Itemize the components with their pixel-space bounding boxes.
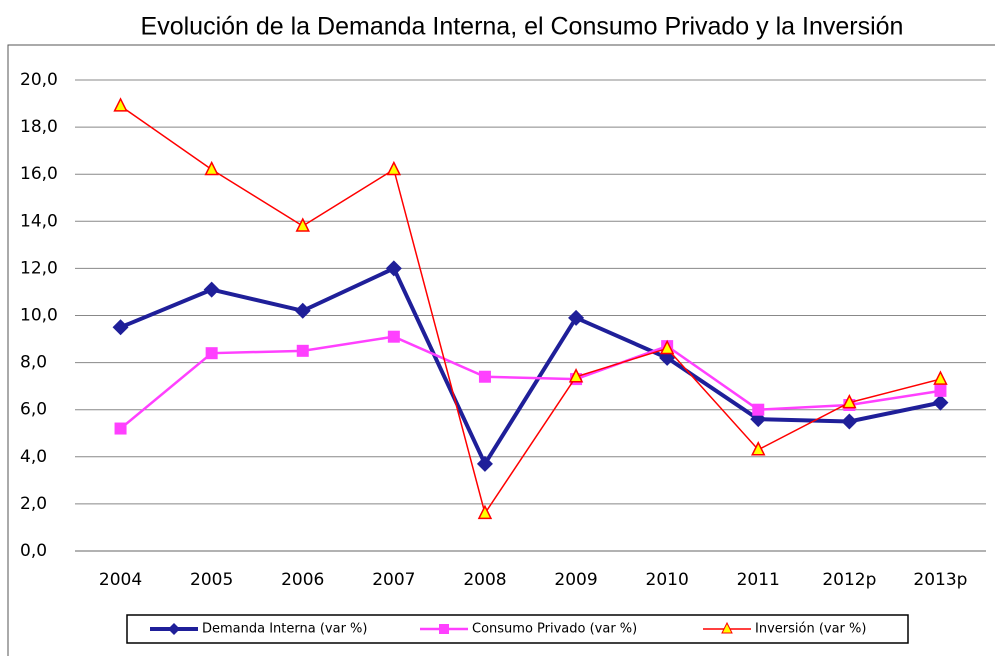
chart-frame <box>7 44 995 656</box>
legend-box <box>126 614 909 644</box>
legend-marker <box>439 624 449 634</box>
marker <box>841 413 858 430</box>
marker <box>385 260 402 277</box>
legend-label: Inversión (var %) <box>755 622 866 637</box>
marker <box>294 302 311 319</box>
y-tick-label: 12,0 <box>20 258 58 278</box>
x-tick-label: 2007 <box>372 570 415 590</box>
x-tick-label: 2013p <box>913 570 967 590</box>
marker <box>296 344 309 357</box>
y-tick-label: 10,0 <box>20 306 58 326</box>
x-tick-label: 2004 <box>99 570 142 590</box>
y-tick-label: 2,0 <box>20 494 47 514</box>
marker <box>842 393 857 409</box>
marker <box>932 394 949 411</box>
marker <box>387 330 400 343</box>
series-line <box>119 335 941 430</box>
marker <box>477 504 493 520</box>
x-tick-label: 2012p <box>822 570 876 590</box>
x-tick-label: 2009 <box>554 570 597 590</box>
y-tick-label: 20,0 <box>20 70 58 90</box>
marker <box>386 160 402 176</box>
y-tick-label: 4,0 <box>20 447 47 467</box>
y-tick-label: 14,0 <box>20 211 58 231</box>
marker <box>568 368 584 383</box>
marker <box>203 281 220 298</box>
series-line <box>119 265 941 469</box>
marker <box>752 403 765 416</box>
y-tick-label: 16,0 <box>20 164 58 184</box>
x-tick-label: 2008 <box>463 570 506 590</box>
marker <box>478 370 491 383</box>
marker <box>205 347 218 360</box>
legend-marker <box>721 621 733 634</box>
y-tick-label: 0,0 <box>20 541 47 561</box>
legend-marker <box>168 623 180 635</box>
marker <box>933 370 948 385</box>
marker <box>751 441 766 456</box>
marker <box>934 384 947 397</box>
legend-label: Demanda Interna (var %) <box>202 622 367 637</box>
marker <box>568 309 585 326</box>
x-tick-label: 2006 <box>281 570 324 590</box>
marker <box>114 422 127 435</box>
x-tick-label: 2005 <box>190 570 233 590</box>
marker <box>112 319 129 336</box>
marker <box>659 339 675 355</box>
marker <box>295 217 310 232</box>
x-tick-label: 2010 <box>646 570 689 590</box>
y-tick-label: 18,0 <box>20 117 58 137</box>
x-tick-label: 2011 <box>737 570 780 590</box>
chart-title: Evolución de la Demanda Interna, el Cons… <box>141 13 904 41</box>
marker <box>204 160 219 176</box>
legend-label: Consumo Privado (var %) <box>472 622 637 637</box>
marker <box>476 455 493 472</box>
marker <box>113 97 128 112</box>
y-tick-label: 8,0 <box>20 353 47 373</box>
y-tick-label: 6,0 <box>20 400 47 420</box>
series-line <box>120 105 941 516</box>
